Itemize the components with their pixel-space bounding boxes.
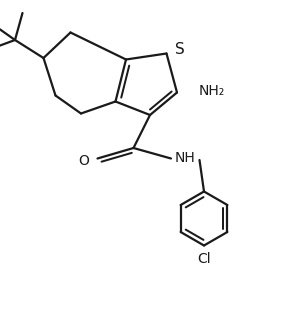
- Text: Cl: Cl: [197, 252, 211, 266]
- Text: NH: NH: [175, 151, 196, 165]
- Text: O: O: [79, 154, 89, 168]
- Text: NH₂: NH₂: [198, 84, 225, 98]
- Text: S: S: [175, 41, 185, 57]
